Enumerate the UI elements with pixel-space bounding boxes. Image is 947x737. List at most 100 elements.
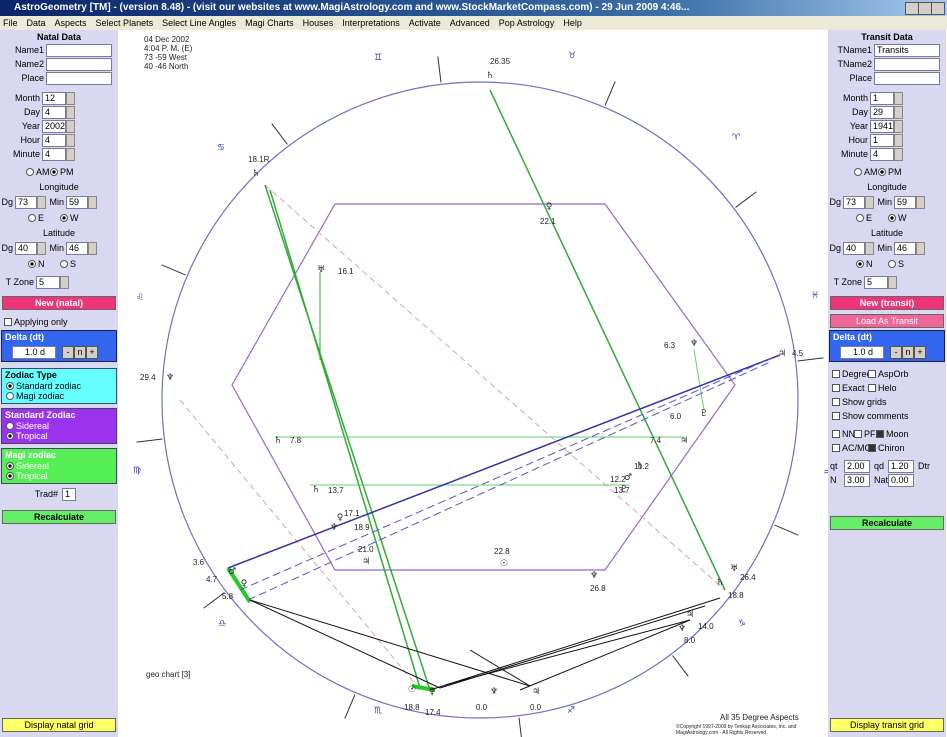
- text-input[interactable]: 0.00: [888, 474, 914, 487]
- checkbox-box[interactable]: [4, 318, 12, 326]
- radio-circle[interactable]: [6, 422, 14, 430]
- radio-option[interactable]: S: [60, 258, 76, 270]
- text-input[interactable]: 1.0 d: [840, 346, 884, 359]
- minimize-button[interactable]: [905, 2, 919, 15]
- spinner[interactable]: [66, 106, 75, 119]
- button[interactable]: New (transit): [830, 296, 944, 310]
- radio-option[interactable]: AM: [854, 166, 878, 178]
- text-input[interactable]: 73: [843, 196, 865, 209]
- radio-circle[interactable]: [888, 214, 896, 222]
- menu-item[interactable]: Select Line Angles: [162, 18, 237, 28]
- radio-option[interactable]: W: [60, 212, 79, 224]
- text-input[interactable]: 1: [870, 134, 894, 147]
- spinner[interactable]: [916, 242, 925, 255]
- text-input[interactable]: 1: [62, 488, 76, 501]
- radio-option[interactable]: E: [28, 212, 44, 224]
- radio-circle[interactable]: [50, 168, 58, 176]
- radio-circle[interactable]: [28, 214, 36, 222]
- spinner[interactable]: [66, 134, 75, 147]
- radio-option[interactable]: W: [888, 212, 907, 224]
- radio-circle[interactable]: [60, 260, 68, 268]
- text-input[interactable]: 5: [864, 276, 888, 289]
- checkbox[interactable]: Chiron: [868, 442, 905, 454]
- text-input[interactable]: 2002: [42, 120, 66, 133]
- radio-option[interactable]: Tropical: [6, 430, 48, 442]
- text-input[interactable]: 2.00: [844, 460, 870, 473]
- button[interactable]: Display transit grid: [830, 718, 944, 732]
- checkbox[interactable]: Moon: [876, 428, 909, 440]
- menu-item[interactable]: Pop Astrology: [498, 18, 555, 28]
- checkbox[interactable]: PF: [854, 428, 876, 440]
- spinner[interactable]: [894, 148, 903, 161]
- checkbox-box[interactable]: [854, 430, 862, 438]
- menu-item[interactable]: Select Planets: [95, 18, 154, 28]
- checkbox[interactable]: Degrees: [832, 368, 876, 380]
- menu-item[interactable]: Help: [563, 18, 582, 28]
- checkbox-box[interactable]: [832, 398, 840, 406]
- delta-button[interactable]: n: [74, 346, 86, 359]
- text-input[interactable]: 46: [66, 242, 88, 255]
- checkbox[interactable]: Show grids: [832, 396, 887, 408]
- text-input[interactable]: 1: [870, 92, 894, 105]
- checkbox-box[interactable]: [868, 384, 876, 392]
- spinner[interactable]: [894, 92, 903, 105]
- spinner[interactable]: [894, 120, 903, 133]
- delta-button[interactable]: -: [890, 346, 902, 359]
- text-input[interactable]: [874, 58, 940, 71]
- spinner[interactable]: [66, 148, 75, 161]
- text-input[interactable]: [46, 58, 112, 71]
- checkbox-box[interactable]: [832, 370, 840, 378]
- text-input[interactable]: 46: [894, 242, 916, 255]
- button[interactable]: Recalculate: [830, 516, 944, 530]
- radio-circle[interactable]: [888, 260, 896, 268]
- checkbox-box[interactable]: [832, 430, 840, 438]
- button[interactable]: Load As Transit: [830, 314, 944, 328]
- spinner[interactable]: [37, 242, 46, 255]
- radio-circle[interactable]: [6, 392, 14, 400]
- text-input[interactable]: 1.0 d: [12, 346, 56, 359]
- radio-option[interactable]: Standard zodiac: [6, 380, 81, 392]
- text-input[interactable]: 29: [870, 106, 894, 119]
- menu-item[interactable]: Houses: [302, 18, 334, 28]
- menu-item[interactable]: Activate: [408, 18, 441, 28]
- maximize-button[interactable]: [918, 2, 932, 15]
- checkbox[interactable]: Show comments: [832, 410, 909, 422]
- radio-circle[interactable]: [28, 260, 36, 268]
- text-input[interactable]: 4: [42, 148, 66, 161]
- delta-button[interactable]: -: [62, 346, 74, 359]
- radio-option[interactable]: PM: [50, 166, 74, 178]
- button[interactable]: Recalculate: [2, 510, 116, 524]
- spinner[interactable]: [888, 276, 897, 289]
- radio-circle[interactable]: [60, 214, 68, 222]
- radio-option[interactable]: Magi zodiac: [6, 390, 64, 402]
- close-button[interactable]: [931, 2, 945, 15]
- checkbox-box[interactable]: [868, 444, 876, 452]
- text-input[interactable]: 73: [15, 196, 37, 209]
- text-input[interactable]: 40: [15, 242, 37, 255]
- radio-circle[interactable]: [878, 168, 886, 176]
- text-input[interactable]: 4: [870, 148, 894, 161]
- text-input[interactable]: 59: [66, 196, 88, 209]
- spinner[interactable]: [865, 242, 874, 255]
- spinner[interactable]: [88, 196, 97, 209]
- radio-circle[interactable]: [6, 382, 14, 390]
- text-input[interactable]: 5: [36, 276, 60, 289]
- delta-button[interactable]: +: [914, 346, 926, 359]
- radio-circle[interactable]: [856, 214, 864, 222]
- spinner[interactable]: [894, 106, 903, 119]
- spinner[interactable]: [66, 92, 75, 105]
- text-input[interactable]: [46, 72, 112, 85]
- menu-item[interactable]: Data: [26, 18, 46, 28]
- checkbox[interactable]: AspOrb: [868, 368, 909, 380]
- radio-option[interactable]: N: [28, 258, 45, 270]
- menu-item[interactable]: Magi Charts: [245, 18, 294, 28]
- spinner[interactable]: [916, 196, 925, 209]
- menu-item[interactable]: File: [3, 18, 18, 28]
- checkbox[interactable]: Helo: [868, 382, 897, 394]
- button[interactable]: Display natal grid: [2, 718, 116, 732]
- delta-button[interactable]: +: [86, 346, 98, 359]
- spinner[interactable]: [865, 196, 874, 209]
- text-input[interactable]: 4: [42, 134, 66, 147]
- radio-circle[interactable]: [854, 168, 862, 176]
- menu-item[interactable]: Aspects: [54, 18, 87, 28]
